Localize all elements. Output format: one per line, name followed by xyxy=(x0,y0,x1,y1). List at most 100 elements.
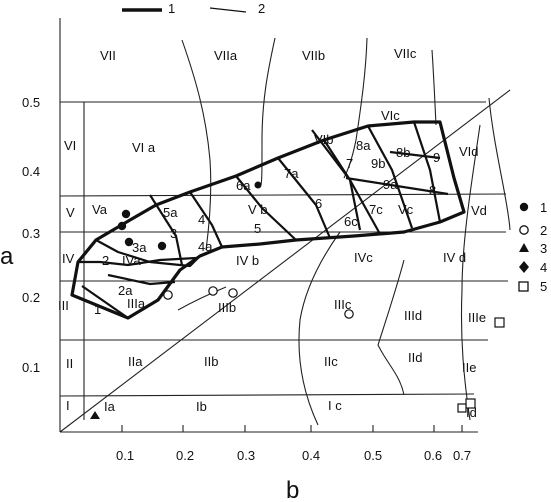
zone-VIc: VIc xyxy=(381,108,400,123)
zone-7c: 7c xyxy=(369,202,383,217)
legend-marker-4-label: 4 xyxy=(540,260,547,275)
zone-labels: VII VIIa VIIb VIIc VI VI a VIb VIc 8a 8b… xyxy=(58,46,487,420)
x-tick-labels: 0.1 0.2 0.3 0.4 0.5 0.6 0.7 xyxy=(116,448,471,463)
zone-9: 9 xyxy=(433,150,440,165)
zone-7a: 7a xyxy=(284,166,299,181)
zone-III: III xyxy=(58,298,69,313)
legend-filled-triangle xyxy=(519,243,529,252)
zone-IIe: IIe xyxy=(462,360,476,375)
y-tick-label: 0.2 xyxy=(22,290,40,305)
zone-IId: IId xyxy=(408,350,422,365)
filled-circle-marker xyxy=(254,181,262,189)
legend-marker-5-label: 5 xyxy=(540,279,547,294)
zone-3: 3 xyxy=(170,226,177,241)
zone-IIIc: IIIc xyxy=(334,297,352,312)
legend-lines: 1 2 xyxy=(122,1,265,16)
zone-2a: 2a xyxy=(118,283,133,298)
legend-line-2-label: 2 xyxy=(258,1,265,16)
legend-filled-diamond xyxy=(519,261,529,273)
zone-2: 2 xyxy=(102,253,109,268)
zone-VId: VId xyxy=(459,144,479,159)
legend-open-square xyxy=(518,281,529,292)
zone-Va: Va xyxy=(92,202,108,217)
x-tick-label: 0.3 xyxy=(237,448,255,463)
diagonal-line xyxy=(59,89,511,433)
zone-VI: VI xyxy=(64,138,76,153)
zone-VIb: VIb xyxy=(314,132,334,147)
legend-thin-line xyxy=(209,7,247,13)
zone-Vc: Vc xyxy=(398,202,414,217)
x-tick-marks xyxy=(121,425,463,432)
filled-circle-marker xyxy=(121,209,131,219)
legend-line-1-label: 1 xyxy=(168,1,175,16)
filled-triangle-marker xyxy=(90,411,100,419)
filled-circle-marker xyxy=(157,241,167,251)
zone-9b: 9b xyxy=(371,156,385,171)
x-tick-label: 0.4 xyxy=(302,448,320,463)
zone-IIIb: IIIb xyxy=(218,300,236,315)
zone-3a: 3a xyxy=(132,240,147,255)
zone-Ic: I c xyxy=(328,398,342,413)
zone-6: 6 xyxy=(315,196,322,211)
y-tick-label: 0.4 xyxy=(22,164,40,179)
zone-VIIc: VIIc xyxy=(394,46,417,61)
data-markers xyxy=(90,181,505,419)
zone-IVd: IV d xyxy=(443,250,466,265)
zone-Ib: Ib xyxy=(196,399,207,414)
legend-marker-2-label: 2 xyxy=(540,223,547,238)
y-tick-label: 0.5 xyxy=(22,95,40,110)
zone-IIa: IIa xyxy=(128,354,143,369)
x-tick-label: 0.6 xyxy=(424,448,442,463)
zone-IVb: IV b xyxy=(236,253,259,268)
open-circle-marker xyxy=(228,288,238,298)
zone-IIIe: IIIe xyxy=(468,310,486,325)
zone-IV: IV xyxy=(62,251,75,266)
legend-open-circle xyxy=(519,225,529,235)
zone-IIb: IIb xyxy=(204,354,218,369)
zone-5a: 5a xyxy=(163,205,178,220)
zone-IVc: IVc xyxy=(354,250,373,265)
legend-marker-3-label: 3 xyxy=(540,241,547,256)
zone-IIc: IIc xyxy=(324,354,338,369)
band-lines xyxy=(59,101,508,397)
legend-filled-circle xyxy=(519,202,529,212)
y-tick-label: 0.1 xyxy=(22,360,40,375)
zone-Id: Id xyxy=(466,405,477,420)
main-boundary xyxy=(70,120,466,320)
open-circle-marker xyxy=(163,290,173,300)
zone-VIa: VI a xyxy=(132,140,156,155)
x-tick-label: 0.5 xyxy=(364,448,382,463)
zone-IVa: IVa xyxy=(122,253,141,268)
x-tick-label: 0.2 xyxy=(176,448,194,463)
zone-VIIa: VIIa xyxy=(214,48,238,63)
open-square-marker xyxy=(494,317,505,328)
legend-markers: 1 2 3 4 5 xyxy=(518,200,547,294)
filled-circle-marker xyxy=(124,237,134,247)
zone-VIIb: VIIb xyxy=(302,48,325,63)
y-tick-labels: 0.5 0.4 0.3 0.2 0.1 xyxy=(22,95,40,375)
zone-IIId: IIId xyxy=(404,308,422,323)
x-tick-label: 0.7 xyxy=(453,448,471,463)
zone-4: 4 xyxy=(198,212,205,227)
filled-circle-marker xyxy=(117,221,127,231)
open-square-marker xyxy=(457,403,467,413)
zone-I: I xyxy=(66,398,70,413)
zone-IIIa: IIIa xyxy=(127,296,146,311)
zone-VII: VII xyxy=(100,48,116,63)
y-tick-label: 0.3 xyxy=(22,226,40,241)
zone-8a: 8a xyxy=(356,138,371,153)
x-axis-title: b xyxy=(286,477,299,502)
zone-6a: 6a xyxy=(236,178,251,193)
zone-5: 5 xyxy=(254,221,261,236)
zone-Ia: Ia xyxy=(104,399,116,414)
x-tick-label: 0.1 xyxy=(116,448,134,463)
zone-8b: 8b xyxy=(396,145,410,160)
zone-8: 8 xyxy=(429,183,436,198)
y-axis-title: a xyxy=(0,243,14,270)
axes-frame xyxy=(59,18,511,433)
zone-Vd: Vd xyxy=(471,203,487,218)
zone-II: II xyxy=(66,356,73,371)
zone-4a: 4a xyxy=(198,239,213,254)
zone-7: 7 xyxy=(346,156,353,171)
